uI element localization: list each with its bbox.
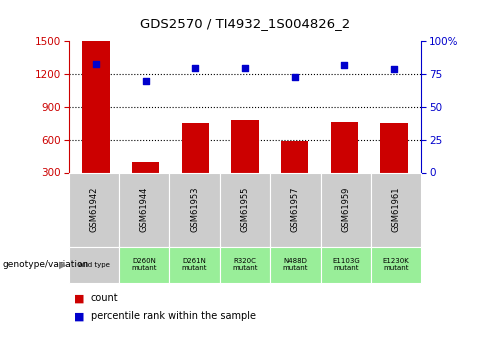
Text: D261N
mutant: D261N mutant: [182, 258, 207, 271]
Text: GSM61959: GSM61959: [342, 187, 350, 232]
Text: count: count: [91, 294, 118, 303]
Text: E1230K
mutant: E1230K mutant: [383, 258, 410, 271]
Bar: [231, 120, 259, 172]
Text: GDS2570 / TI4932_1S004826_2: GDS2570 / TI4932_1S004826_2: [140, 17, 350, 30]
Text: percentile rank within the sample: percentile rank within the sample: [91, 312, 256, 321]
Text: wild type: wild type: [78, 262, 110, 268]
Text: GSM61957: GSM61957: [291, 187, 300, 232]
Text: R320C
mutant: R320C mutant: [232, 258, 258, 271]
Bar: [281, 141, 308, 172]
Point: [390, 66, 398, 72]
Text: ■: ■: [74, 294, 84, 303]
Text: GSM61955: GSM61955: [241, 187, 249, 232]
Point: [92, 61, 100, 67]
Bar: [380, 123, 408, 172]
Bar: [331, 122, 358, 172]
Text: GSM61942: GSM61942: [89, 187, 98, 232]
Text: ▶: ▶: [59, 260, 66, 270]
Text: E1103G
mutant: E1103G mutant: [332, 258, 360, 271]
Text: genotype/variation: genotype/variation: [2, 260, 89, 269]
Text: GSM61953: GSM61953: [190, 187, 199, 232]
Point: [142, 78, 149, 83]
Point: [291, 74, 298, 80]
Bar: [82, 41, 110, 172]
Text: GSM61961: GSM61961: [392, 187, 401, 232]
Bar: [132, 161, 159, 172]
Text: GSM61944: GSM61944: [140, 187, 148, 232]
Point: [241, 65, 249, 70]
Text: D260N
mutant: D260N mutant: [131, 258, 157, 271]
Point: [192, 65, 199, 70]
Bar: [182, 123, 209, 172]
Text: N488D
mutant: N488D mutant: [283, 258, 308, 271]
Point: [341, 62, 348, 68]
Text: ■: ■: [74, 312, 84, 321]
